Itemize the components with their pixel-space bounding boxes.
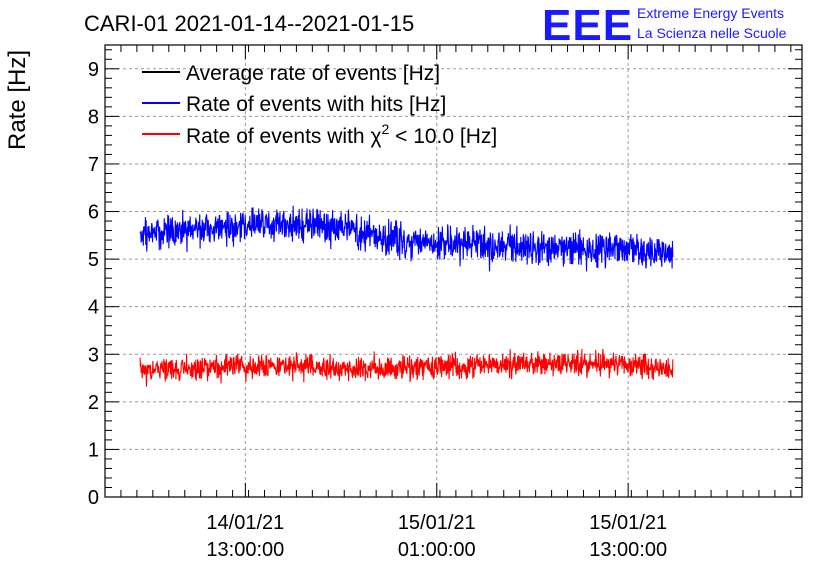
x-tick-label-date: 15/01/21 xyxy=(589,512,667,534)
y-axis-title: Rate [Hz] xyxy=(4,50,31,150)
y-tick-label: 5 xyxy=(88,249,99,271)
grid xyxy=(105,45,802,497)
logo-line-2: La Scienza nelle Scuole xyxy=(637,25,787,41)
legend-label-chi2: Rate of events with χ2 < 10.0 [Hz] xyxy=(186,121,497,148)
x-tick-label-time: 13:00:00 xyxy=(206,539,284,561)
legend-chi2-prefix: Rate of events with xyxy=(186,125,370,148)
x-tick-label-time: 13:00:00 xyxy=(589,539,667,561)
x-tick-labels: 14/01/21 13:00:00 15/01/21 01:00:00 15/01/21… xyxy=(206,512,667,561)
legend: Average rate of events [Hz] Rate of even… xyxy=(142,62,497,148)
legend-chi2-suffix: < 10.0 [Hz] xyxy=(389,125,497,148)
legend-label-average: Average rate of events [Hz] xyxy=(186,62,440,85)
logo-line-1: Extreme Energy Events xyxy=(637,5,784,21)
x-tick-label-time: 01:00:00 xyxy=(398,539,476,561)
x-tick-label-date: 14/01/21 xyxy=(206,512,284,534)
legend-label-hits: Rate of events with hits [Hz] xyxy=(186,93,446,116)
logo-mark: EEE xyxy=(542,1,633,50)
eee-logo: EEE Extreme Energy Events La Scienza nel… xyxy=(542,1,787,50)
y-tick-label: 0 xyxy=(88,487,99,509)
y-tick-label: 9 xyxy=(88,59,99,81)
y-tick-label: 8 xyxy=(88,106,99,128)
series-line-chi2 xyxy=(139,348,674,387)
series-line-hits xyxy=(139,205,674,272)
x-tick-label-date: 15/01/21 xyxy=(398,512,476,534)
legend-chi2-sup: 2 xyxy=(381,121,389,137)
y-tick-labels: 0 1 2 3 4 5 6 7 8 9 xyxy=(88,59,99,509)
y-tick-label: 7 xyxy=(88,154,99,176)
y-tick-label: 2 xyxy=(88,392,99,414)
y-tick-label: 1 xyxy=(88,439,99,461)
series-layer xyxy=(139,205,674,387)
y-tick-label: 4 xyxy=(88,297,99,319)
axis-ticks xyxy=(105,45,802,498)
chart-title: CARI-01 2021-01-14--2021-01-15 xyxy=(84,11,414,36)
legend-chi2-symbol: χ xyxy=(370,125,381,148)
y-tick-label: 6 xyxy=(88,202,99,224)
plot-frame xyxy=(104,44,803,498)
y-tick-label: 3 xyxy=(88,344,99,366)
